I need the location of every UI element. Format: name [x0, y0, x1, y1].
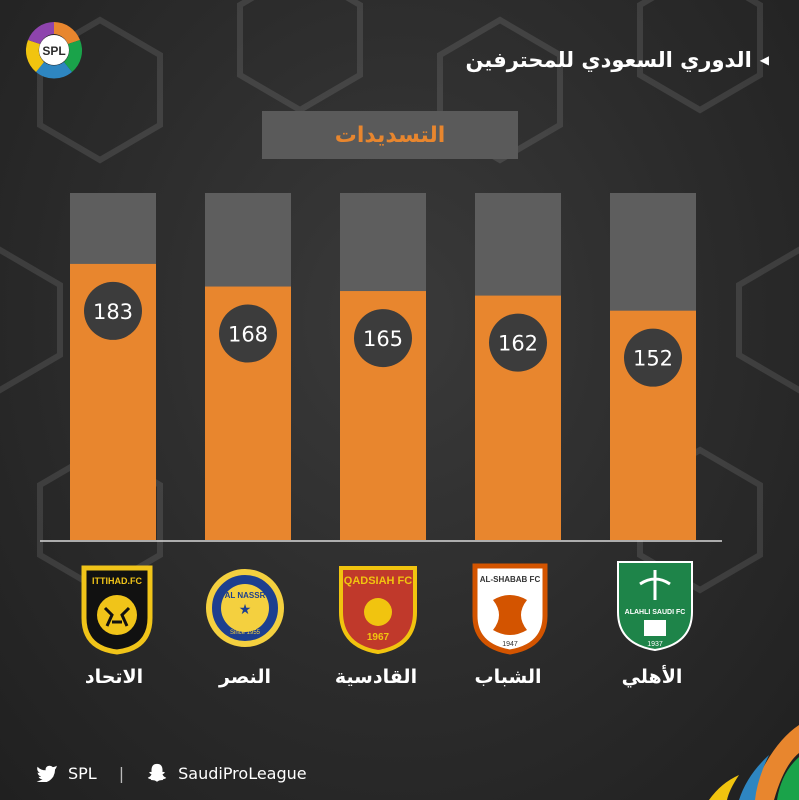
shabab-crest-year: 1947 [502, 641, 518, 648]
twitter-handle[interactable]: SPL [68, 763, 97, 783]
ittihad-crest-icon: ITTIHAD.FC [81, 565, 153, 655]
chart-title: التسديدات [334, 122, 446, 148]
category-label: النصر [219, 666, 271, 688]
snapchat-handle[interactable]: SaudiProLeague [178, 763, 307, 783]
spl-logo-text: SPL [42, 44, 65, 58]
page-title: ◀ الدوري السعودي للمحترفين [466, 48, 769, 72]
ahli-crest-text: ALAHLI SAUDI FC [625, 609, 686, 616]
nassr-crest-icon: AL NASSR Since 1955 ★ [206, 569, 284, 647]
spl-logo: SPL [25, 22, 83, 79]
page-title-text: الدوري السعودي للمحترفين [465, 48, 752, 72]
snapchat-icon [147, 763, 167, 782]
twitter-icon [36, 765, 57, 782]
value-label: 162 [498, 332, 538, 356]
value-label: 165 [363, 327, 403, 351]
category-labels: الاتحاد النصر القادسية الشباب الأهلي [0, 666, 799, 696]
value-label-circle [84, 281, 142, 340]
ahli-crest-year: 1937 [647, 641, 663, 648]
value-label-circle [219, 304, 277, 363]
svg-text:★: ★ [239, 602, 252, 618]
category-label: الأهلي [621, 666, 683, 688]
value-label: 152 [633, 347, 673, 371]
ittihad-crest-text: ITTIHAD.FC [92, 576, 142, 586]
value-label: 168 [228, 323, 268, 347]
shabab-crest-text: AL-SHABAB FC [480, 575, 541, 584]
corner-decoration [709, 725, 799, 800]
qadsiah-crest-year: 1967 [367, 632, 390, 643]
nassr-crest-text: AL NASSR [225, 591, 266, 600]
shabab-crest-icon: AL-SHABAB FC 1947 [472, 563, 548, 655]
qadsiah-crest-icon: QADSIAH FC 1967 [339, 566, 417, 655]
value-label-circle [624, 328, 682, 387]
chart-title-box: التسديدات [262, 111, 518, 159]
category-label: القادسية [334, 666, 418, 688]
nassr-crest-year: Since 1955 [230, 630, 261, 636]
value-label-circle [489, 313, 547, 372]
category-label: الشباب [474, 666, 542, 688]
value-label: 183 [93, 300, 133, 324]
value-label-circle [354, 309, 412, 368]
category-label: الاتحاد [84, 666, 144, 688]
footer: SPL | SaudiProLeague [36, 762, 307, 784]
qadsiah-crest-text: QADSIAH FC [344, 575, 413, 587]
triangle-bullet-icon: ◀ [759, 53, 769, 67]
footer-divider: | [118, 763, 125, 783]
ahli-crest-icon: ALAHLI SAUDI FC 1937 [617, 561, 693, 652]
